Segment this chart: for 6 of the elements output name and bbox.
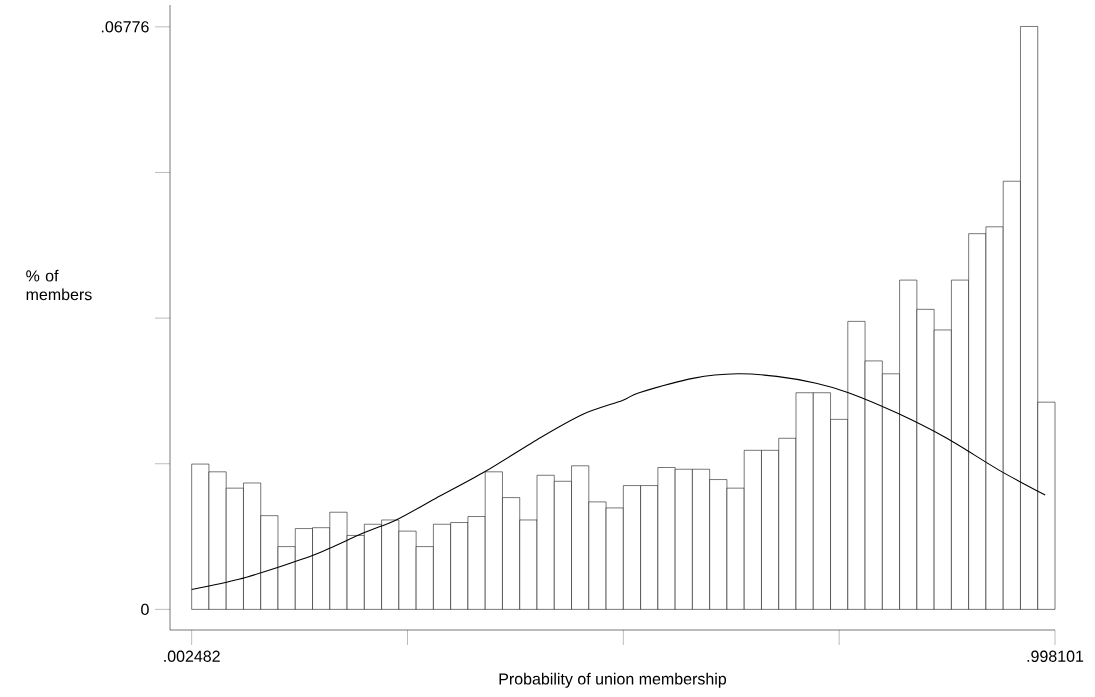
x-tick-label: .998101 [1027,650,1084,662]
x-tick-label: .002482 [164,650,220,662]
y-tick-label: 0 [141,603,149,616]
x-axis-title: Probability of union membership [499,672,727,688]
y-axis-title: % of members [26,269,92,301]
y-tick-label: .06776 [101,21,149,33]
